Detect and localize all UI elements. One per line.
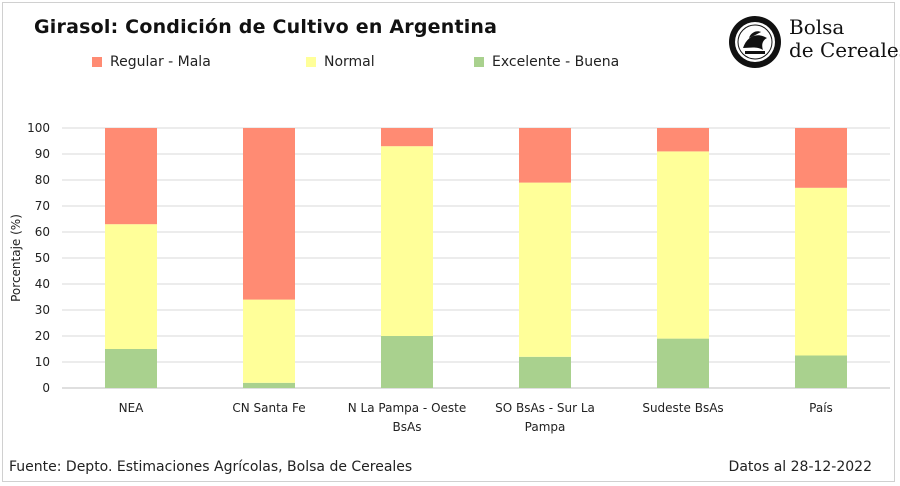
y-axis-label: Porcentaje (%) — [9, 214, 23, 302]
bars — [105, 128, 847, 388]
x-category-label-pais: País — [809, 401, 833, 415]
y-tick-label-70: 70 — [35, 199, 50, 213]
y-tick-label-100: 100 — [27, 121, 50, 135]
bar-sudeste-bsas-excelente-buena — [657, 338, 709, 388]
y-tick-label-80: 80 — [35, 173, 50, 187]
y-tick-label-10: 10 — [35, 355, 50, 369]
bar-n-la-pampa-oeste-bsas-normal — [381, 146, 433, 336]
legend-item-regular-mala: Regular - Mala — [92, 54, 211, 70]
chart-frame — [2, 2, 895, 482]
x-category-label-cn-santa-fe: CN Santa Fe — [232, 401, 305, 415]
y-tick-label-60: 60 — [35, 225, 50, 239]
x-category-label-sudeste-bsas: Sudeste BsAs — [642, 401, 723, 415]
x-axis-categories: NEA CN Santa Fe N La Pampa - Oeste BsAs SO B… — [119, 401, 833, 434]
logo-text: Bolsa de Cereales — [789, 16, 900, 62]
bar-pais-excelente-buena — [795, 355, 847, 388]
x-category-label-so-bsas-sur-la-pampa: SO BsAs - Sur La Pampa — [495, 401, 595, 434]
bar-so-bsas-sur-la-pampa-excelente-buena — [519, 356, 571, 388]
bar-nea-normal — [105, 224, 157, 349]
legend-swatch-regular-mala — [92, 57, 102, 67]
legend-item-excelente-buena: Excelente - Buena — [474, 54, 619, 70]
y-tick-label-30: 30 — [35, 303, 50, 317]
y-tick-label-40: 40 — [35, 277, 50, 291]
legend: Regular - Mala Normal Excelente - Buena — [0, 54, 700, 74]
legend-label-regular-mala: Regular - Mala — [110, 54, 211, 70]
gridlines — [62, 127, 890, 389]
y-tick-label-50: 50 — [35, 251, 50, 265]
bar-sudeste-bsas-normal — [657, 151, 709, 339]
bar-so-bsas-sur-la-pampa-normal — [519, 182, 571, 357]
legend-swatch-excelente-buena — [474, 57, 484, 67]
bar-pais-regular-mala — [795, 128, 847, 188]
footer-source: Fuente: Depto. Estimaciones Agrícolas, B… — [9, 459, 413, 475]
bar-cn-santa-fe-normal — [243, 299, 295, 383]
seal-icon — [729, 16, 781, 68]
legend-swatch-normal — [306, 57, 316, 67]
bar-n-la-pampa-oeste-bsas-regular-mala — [381, 128, 433, 147]
logo-line-2: de Cereales — [789, 38, 900, 62]
bar-cn-santa-fe-excelente-buena — [243, 382, 295, 388]
footer-date: Datos al 28-12-2022 — [728, 459, 872, 475]
bar-nea-excelente-buena — [105, 349, 157, 388]
bar-cn-santa-fe-regular-mala — [243, 128, 295, 300]
legend-label-normal: Normal — [324, 54, 375, 70]
x-category-label-nea: NEA — [119, 401, 145, 415]
bar-nea-regular-mala — [105, 128, 157, 225]
y-tick-label-90: 90 — [35, 147, 50, 161]
legend-label-excelente-buena: Excelente - Buena — [492, 54, 620, 70]
y-tick-label-20: 20 — [35, 329, 50, 343]
logo-line-1: Bolsa — [789, 15, 845, 39]
y-axis-ticks: 0 10 20 30 40 50 60 70 80 90 100 — [27, 121, 50, 395]
chart-title: Girasol: Condición de Cultivo en Argenti… — [34, 16, 498, 38]
bar-sudeste-bsas-regular-mala — [657, 128, 709, 152]
legend-item-normal: Normal — [306, 54, 375, 70]
x-category-label-n-la-pampa-oeste-bsas: N La Pampa - Oeste BsAs — [348, 401, 466, 434]
bolsa-de-cereales-logo: Bolsa de Cereales — [727, 14, 900, 72]
bar-pais-normal — [795, 187, 847, 356]
y-tick-label-0: 0 — [42, 381, 50, 395]
bar-n-la-pampa-oeste-bsas-excelente-buena — [381, 336, 433, 388]
bar-so-bsas-sur-la-pampa-regular-mala — [519, 128, 571, 183]
